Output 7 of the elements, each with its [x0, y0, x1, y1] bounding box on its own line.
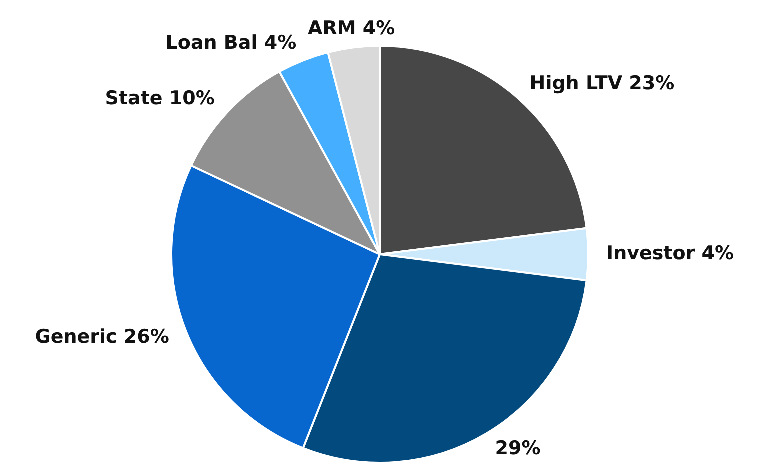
slice-label: Loan Bal 4%: [166, 32, 297, 54]
data-label: 29%: [495, 437, 541, 460]
slice-label: Investor 4%: [606, 242, 734, 264]
slice-label: ARM 4%: [308, 18, 396, 40]
slice-label: State 10%: [105, 87, 215, 110]
slice-label: Generic 26%: [35, 326, 170, 348]
slice-label: High LTV 23%: [530, 72, 675, 95]
